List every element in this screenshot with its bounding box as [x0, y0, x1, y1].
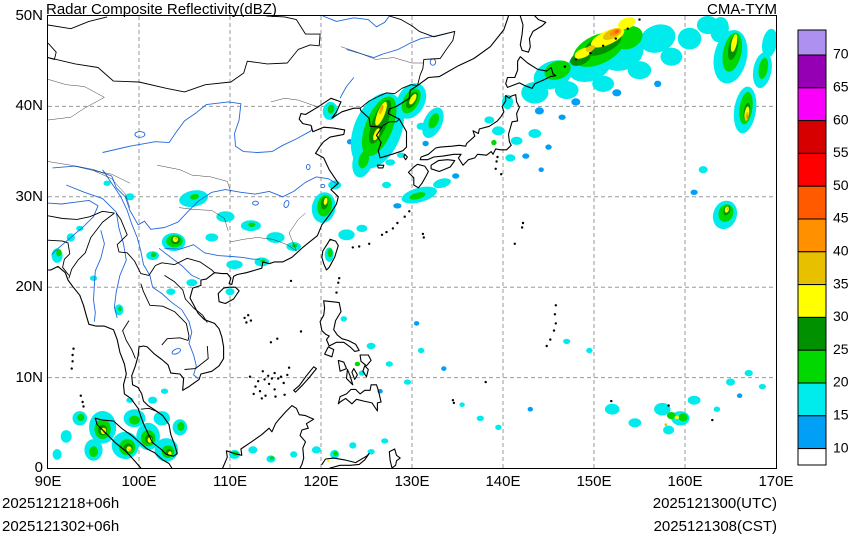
x-axis-label: 110E: [213, 473, 247, 490]
colorbar-cell: [797, 120, 827, 154]
colorbar-cells: 70 65 60 55 50 45 40 35 30 25 20 15 10: [797, 29, 849, 466]
model-label: CMA-TYM: [707, 1, 777, 18]
y-axis-label: 10N: [15, 368, 43, 386]
country-borders: [48, 16, 456, 413]
x-axis-label: 120E: [303, 473, 339, 490]
colorbar-cell: [797, 54, 827, 89]
island-dots: [70, 18, 714, 422]
colorbar-label: 60: [833, 111, 849, 127]
radar-echoes: [51, 16, 776, 463]
map-canvas: [48, 16, 776, 468]
colorbar-cell: [797, 349, 827, 384]
colorbar-label: 25: [833, 341, 849, 357]
y-axis-label: 0: [34, 459, 43, 476]
y-axis-label: 50N: [15, 7, 43, 24]
colorbar-label: 30: [833, 308, 849, 324]
colorbar-cell: [797, 448, 827, 466]
colorbar-label: 65: [833, 79, 849, 95]
y-axis-label: 30N: [15, 187, 43, 205]
valid-time-utc: 2025121300(UTC): [652, 495, 777, 512]
colorbar-label: 35: [833, 275, 849, 291]
x-axis-label: 100E: [121, 473, 157, 490]
rivers: [48, 16, 455, 379]
chart-title: Radar Composite Reflectivity(dBZ): [46, 1, 277, 18]
colorbar-label: 70: [833, 46, 849, 62]
colorbar-cell: [797, 185, 827, 220]
colorbar-cell: [797, 87, 827, 122]
x-axis-label: 150E: [576, 473, 612, 490]
colorbar: 70 65 60 55 50 45 40 35 30 25 20 15 10: [797, 29, 849, 466]
colorbar-cell: [797, 284, 827, 318]
colorbar-cell: [797, 251, 827, 286]
x-axis-label: 90E: [34, 473, 62, 490]
colorbar-label: 40: [833, 243, 849, 259]
colorbar-label: 45: [833, 210, 849, 226]
x-axis-label: 170E: [758, 473, 794, 490]
run-time-cst: 2025121302+06h: [2, 518, 120, 535]
colorbar-cell: [797, 382, 827, 417]
run-time-utc: 2025121218+06h: [2, 495, 120, 512]
colorbar-cell: [797, 316, 827, 351]
colorbar-label: 55: [833, 144, 849, 160]
valid-time-cst: 2025121308(CST): [653, 518, 777, 535]
colorbar-cell: [797, 152, 827, 187]
colorbar-label: 20: [833, 374, 849, 390]
x-axis-label: 140E: [485, 473, 521, 490]
colorbar-cell: [797, 218, 827, 253]
colorbar-label: 50: [833, 177, 849, 193]
province-borders: [48, 46, 423, 252]
coastlines: [48, 16, 557, 468]
x-axis-label: 130E: [394, 473, 430, 490]
colorbar-label: 10: [833, 439, 849, 455]
colorbar-label: 15: [833, 407, 849, 423]
colorbar-cell: [797, 415, 827, 450]
x-axis-label: 160E: [667, 473, 703, 490]
y-axis-label: 20N: [15, 278, 43, 296]
map-plot: [47, 15, 777, 469]
y-axis-label: 40N: [15, 97, 43, 115]
colorbar-cell: [797, 29, 827, 56]
